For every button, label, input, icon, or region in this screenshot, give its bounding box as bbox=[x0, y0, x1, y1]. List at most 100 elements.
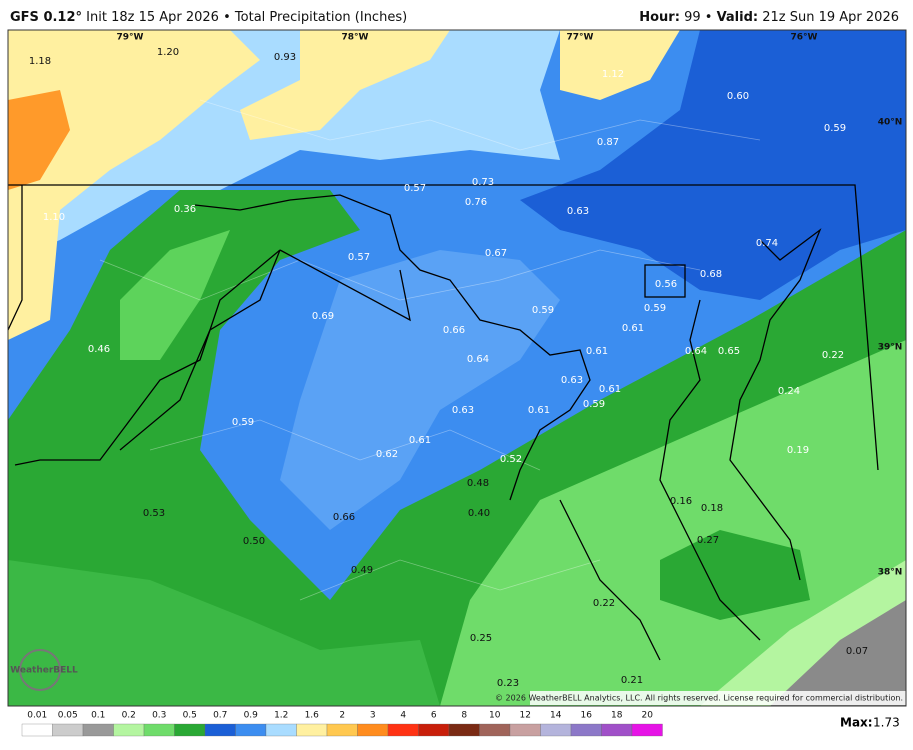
state-border bbox=[8, 184, 879, 471]
precip-value: 0.27 bbox=[697, 535, 719, 546]
logo: WeatherBELL bbox=[10, 666, 78, 676]
graticule-label: 76°W bbox=[791, 33, 818, 43]
colorbar-swatch bbox=[326, 723, 358, 737]
colorbar-swatch bbox=[174, 723, 206, 737]
colorbar-label: 8 bbox=[461, 711, 467, 721]
precip-value: 0.61 bbox=[528, 405, 550, 416]
precip-value: 0.61 bbox=[586, 346, 608, 357]
precip-value: 0.59 bbox=[532, 305, 554, 316]
copyright-bg bbox=[530, 691, 906, 705]
field bbox=[660, 530, 810, 620]
model: GFS 0.12° bbox=[10, 10, 83, 25]
max-value: 1.73 bbox=[873, 716, 900, 730]
precip-value: 0.65 bbox=[718, 346, 740, 357]
graticule-label: 79°W bbox=[117, 33, 144, 43]
precip-value: 1.20 bbox=[157, 47, 179, 58]
precip-value: 0.59 bbox=[644, 303, 666, 314]
copyright: © 2026 WeatherBELL Analytics, LLC. All r… bbox=[495, 694, 903, 703]
hour-label: Hour: bbox=[639, 10, 680, 25]
colorbar-swatch bbox=[52, 723, 84, 737]
precip-value: 0.63 bbox=[567, 206, 589, 217]
colorbar-label: 14 bbox=[550, 711, 562, 721]
colorbar-label: 0.3 bbox=[152, 711, 166, 721]
precip-value: 0.61 bbox=[622, 323, 644, 334]
colorbar-label: 3 bbox=[370, 711, 376, 721]
map-frame bbox=[7, 29, 907, 707]
colorbar-label: 2 bbox=[339, 711, 345, 721]
precip-value: 0.59 bbox=[232, 417, 254, 428]
field bbox=[8, 90, 70, 190]
county-line bbox=[149, 419, 541, 471]
colorbar-swatch bbox=[82, 723, 114, 737]
shoreline bbox=[729, 228, 822, 581]
precip-value: 0.48 bbox=[467, 478, 489, 489]
county-line bbox=[99, 249, 701, 301]
colorbar-swatch bbox=[265, 723, 297, 737]
colorbar-swatch bbox=[631, 723, 663, 737]
precip-value: 0.40 bbox=[468, 508, 490, 519]
field bbox=[8, 560, 440, 706]
precip-value: 0.66 bbox=[333, 512, 355, 523]
precip-value: 0.53 bbox=[143, 508, 165, 519]
precip-value: 0.22 bbox=[822, 350, 844, 361]
colorbar-swatch bbox=[570, 723, 602, 737]
precip-value: 0.64 bbox=[685, 346, 707, 357]
field bbox=[520, 30, 906, 300]
precip-field bbox=[8, 30, 906, 706]
precip-value: 0.18 bbox=[701, 503, 723, 514]
county-line bbox=[299, 559, 601, 601]
state-border bbox=[119, 249, 281, 451]
precip-value: 0.64 bbox=[467, 354, 489, 365]
colorbar-label: 0.05 bbox=[58, 711, 78, 721]
graticule-label: 39°N bbox=[878, 343, 903, 353]
precip-value: 0.74 bbox=[756, 238, 778, 249]
precip-value: 0.25 bbox=[470, 633, 492, 644]
precip-value: 0.46 bbox=[88, 344, 110, 355]
precip-value: 0.93 bbox=[274, 52, 296, 63]
colorbar-label: 0.01 bbox=[27, 711, 47, 721]
colorbar-label: 18 bbox=[611, 711, 623, 721]
city-border bbox=[644, 264, 686, 298]
precip-value: 0.59 bbox=[583, 399, 605, 410]
max-label: Max: bbox=[840, 716, 873, 730]
colorbar-swatch bbox=[387, 723, 419, 737]
precip-value: 0.21 bbox=[621, 675, 643, 686]
precip-value: 0.61 bbox=[599, 384, 621, 395]
colorbar-label: 20 bbox=[642, 711, 654, 721]
state-border bbox=[194, 194, 591, 501]
sep: • bbox=[704, 10, 713, 25]
precip-value: 0.76 bbox=[465, 197, 487, 208]
county-lines bbox=[99, 99, 761, 601]
colorbar-swatch bbox=[601, 723, 633, 737]
colorbar-swatch bbox=[235, 723, 267, 737]
precip-value: 1.12 bbox=[602, 69, 624, 80]
precip-value: 0.07 bbox=[846, 646, 868, 657]
graticule-label: 38°N bbox=[878, 568, 903, 578]
colorbar-swatch bbox=[357, 723, 389, 737]
precip-value: 0.57 bbox=[404, 183, 426, 194]
graticule-label: 40°N bbox=[878, 118, 903, 128]
colorbar-label: 12 bbox=[520, 711, 531, 721]
precip-value: 0.63 bbox=[561, 375, 583, 386]
colorbar-swatch bbox=[21, 723, 53, 737]
precip-value: 0.23 bbox=[497, 678, 519, 689]
colorbar-label: 0.5 bbox=[183, 711, 197, 721]
valid-label: Valid: bbox=[716, 10, 759, 25]
precip-value: 0.56 bbox=[655, 279, 677, 290]
colorbar-label: 4 bbox=[400, 711, 406, 721]
hour: 99 bbox=[684, 10, 701, 25]
colorbar-swatch bbox=[296, 723, 328, 737]
precip-value: 1.18 bbox=[29, 56, 51, 67]
colorbar-label: 10 bbox=[489, 711, 501, 721]
graticule-label: 77°W bbox=[567, 33, 594, 43]
precip-value: 1.10 bbox=[43, 212, 65, 223]
colorbar-swatch bbox=[113, 723, 145, 737]
state-border bbox=[279, 249, 411, 322]
header-left: GFS 0.12° Init 18z 15 Apr 2026 • Total P… bbox=[10, 10, 407, 25]
precip-value: 0.16 bbox=[670, 496, 692, 507]
precip-value: 0.50 bbox=[243, 536, 265, 547]
valid: 21z Sun 19 Apr 2026 bbox=[762, 10, 899, 25]
colorbar-swatch bbox=[540, 723, 572, 737]
colorbar-swatch bbox=[479, 723, 511, 737]
